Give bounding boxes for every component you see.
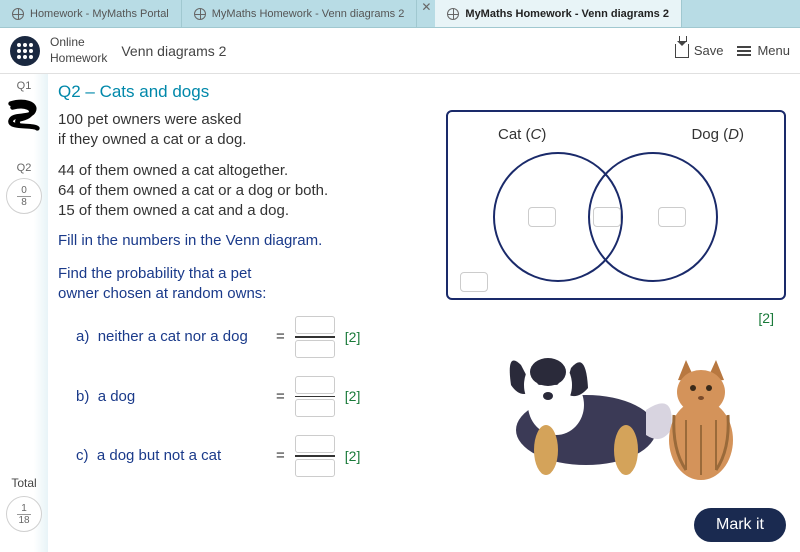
- marks-c: [2]: [345, 448, 361, 464]
- sidebar: Q1 Q2 0 8 Total 1 18: [0, 74, 48, 552]
- prob-item-b: b) a dog = [2]: [76, 376, 432, 418]
- globe-icon: [194, 8, 206, 20]
- question-text: 100 pet owners were asked if they owned …: [58, 110, 432, 495]
- scribble-icon: [5, 96, 43, 134]
- venn-input-outside[interactable]: [460, 272, 488, 292]
- tab-hw1[interactable]: MyMaths Homework - Venn diagrams 2: [182, 0, 418, 27]
- save-button[interactable]: Save: [675, 43, 724, 58]
- content: Q2 – Cats and dogs 100 pet owners were a…: [48, 74, 800, 552]
- close-icon[interactable]: ✕: [417, 0, 435, 27]
- numerator-input-a[interactable]: [295, 316, 335, 334]
- app-icon[interactable]: [10, 36, 40, 66]
- globe-icon: [12, 8, 24, 20]
- prob-item-a: a) neither a cat nor a dog = [2]: [76, 316, 432, 358]
- marks-b: [2]: [345, 388, 361, 404]
- total-score[interactable]: 1 18: [6, 496, 42, 532]
- tab-hw2-active[interactable]: MyMaths Homework - Venn diagrams 2: [435, 0, 682, 27]
- hamburger-icon: [737, 46, 751, 56]
- tab-label: MyMaths Homework - Venn diagrams 2: [465, 8, 669, 20]
- menu-button[interactable]: Menu: [737, 43, 790, 58]
- numerator-input-c[interactable]: [295, 435, 335, 453]
- numerator-input-b[interactable]: [295, 376, 335, 394]
- venn-input-right[interactable]: [658, 207, 686, 227]
- tab-label: Homework - MyMaths Portal: [30, 8, 169, 20]
- q2-label: Q2: [17, 162, 32, 174]
- pets-illustration: [476, 310, 756, 490]
- globe-icon: [447, 8, 459, 20]
- venn-diagram: Cat (C) Dog (D): [446, 110, 786, 300]
- toolbar: Online Homework Venn diagrams 2 Save Men…: [0, 28, 800, 74]
- venn-input-left[interactable]: [528, 207, 556, 227]
- app-label: Online Homework: [50, 35, 107, 66]
- venn-input-mid[interactable]: [593, 207, 621, 227]
- save-icon: [675, 44, 689, 58]
- marks-venn: [2]: [758, 310, 774, 326]
- topic-title: Venn diagrams 2: [121, 43, 674, 59]
- prob-item-c: c) a dog but not a cat = [2]: [76, 435, 432, 477]
- q1-label: Q1: [17, 80, 32, 92]
- tab-label: MyMaths Homework - Venn diagrams 2: [212, 8, 405, 20]
- tab-bar: Homework - MyMaths Portal MyMaths Homewo…: [0, 0, 800, 28]
- denominator-input-a[interactable]: [295, 340, 335, 358]
- denominator-input-b[interactable]: [295, 399, 335, 417]
- question-heading: Q2 – Cats and dogs: [58, 82, 786, 102]
- mark-it-button[interactable]: Mark it: [694, 508, 786, 542]
- total-label: Total: [11, 476, 36, 490]
- marks-a: [2]: [345, 329, 361, 345]
- tab-portal[interactable]: Homework - MyMaths Portal: [0, 0, 182, 27]
- q2-score[interactable]: 0 8: [6, 178, 42, 214]
- denominator-input-c[interactable]: [295, 459, 335, 477]
